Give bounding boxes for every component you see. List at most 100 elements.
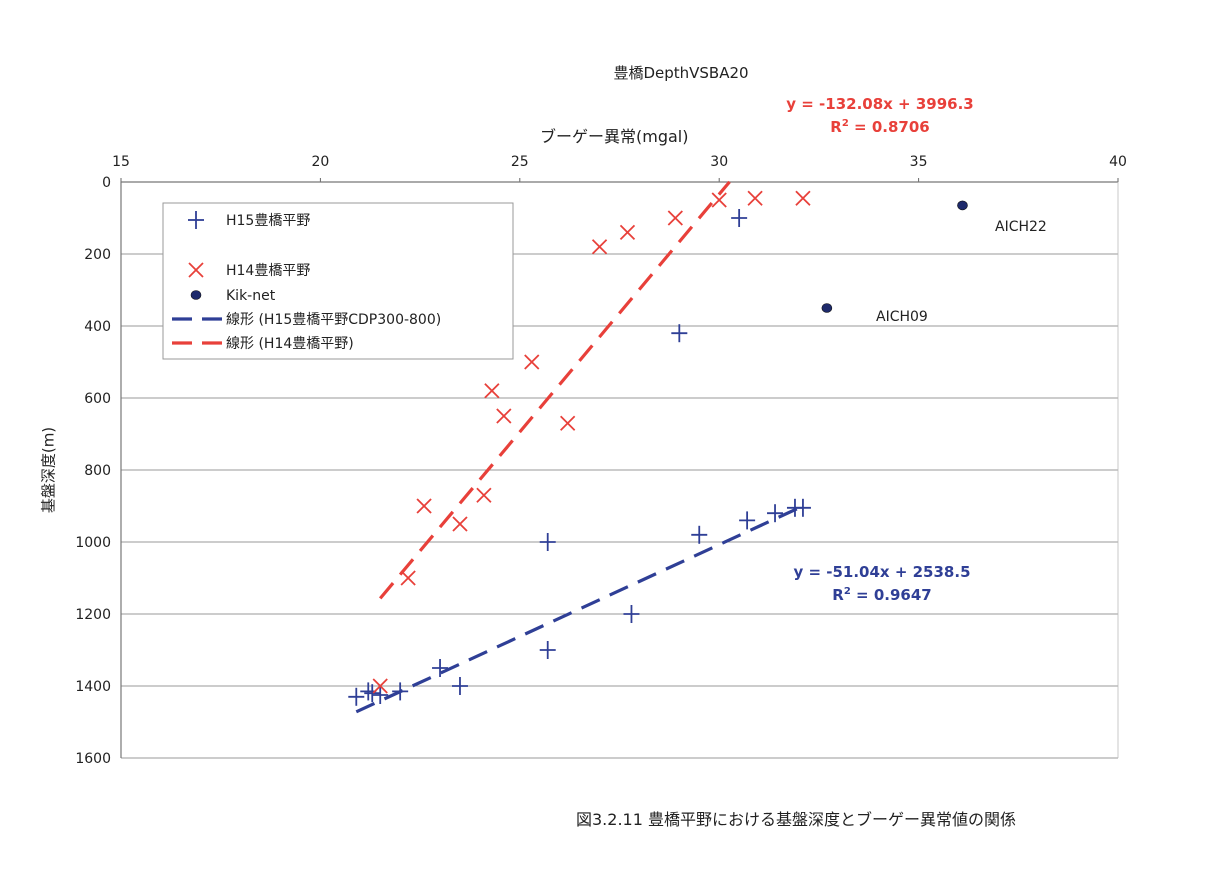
dot-marker bbox=[821, 303, 833, 313]
x-axis-label: ブーゲー異常(mgal) bbox=[540, 127, 689, 146]
x-marker bbox=[484, 383, 500, 399]
x-marker bbox=[400, 570, 416, 586]
plus-marker bbox=[671, 324, 688, 343]
tick-labels: 0 200 400 600 800 1000 1200 1400 1600 15 20 25 30 35 4… bbox=[75, 154, 1127, 767]
marker-stroke-b bbox=[524, 354, 540, 370]
trendline bbox=[378, 180, 731, 600]
chart-title: 豊橋DepthVSBA20 bbox=[613, 64, 749, 82]
legend: H15豊橋平野 H14豊橋平野 Kik-net 線形 (H15豊橋平野CDP300-8… bbox=[162, 202, 514, 360]
plus-marker bbox=[364, 684, 381, 703]
marker-stroke-b bbox=[667, 210, 683, 226]
equation-red: y = -132.08x + 3996.3 R2 = 0.8706 bbox=[780, 94, 980, 137]
marker-stroke-b bbox=[400, 570, 416, 586]
equation-red-line: y = -132.08x + 3996.3 bbox=[786, 95, 974, 113]
legend-item: Kik-net bbox=[190, 288, 276, 304]
legend-label: H14豊橋平野 bbox=[226, 263, 310, 279]
figure-caption: 図3.2.11 豊橋平野における基盤深度とブーゲー異常値の関係 bbox=[576, 810, 1016, 829]
plus-marker bbox=[739, 511, 756, 530]
plus-marker bbox=[539, 641, 556, 659]
equation-blue: y = -51.04x + 2538.5 R2 = 0.9647 bbox=[782, 562, 982, 605]
r2-symbol: R bbox=[830, 118, 842, 136]
plus-marker bbox=[372, 686, 389, 704]
y-tick-label: 1000 bbox=[75, 535, 111, 551]
legend-box bbox=[162, 202, 514, 360]
y-tick-label: 0 bbox=[102, 175, 111, 191]
x-marker bbox=[795, 190, 811, 206]
plus-marker bbox=[392, 682, 409, 701]
x-tick-label: 40 bbox=[1109, 154, 1127, 170]
plus-marker bbox=[348, 687, 365, 706]
y-tick-label: 800 bbox=[84, 463, 111, 479]
plus-marker bbox=[794, 498, 811, 517]
dot-marker bbox=[957, 200, 968, 211]
x-marker bbox=[667, 210, 683, 226]
marker-stroke-b bbox=[795, 190, 811, 206]
x-marker bbox=[496, 408, 512, 424]
y-tick-label: 1400 bbox=[75, 679, 111, 695]
trendlines bbox=[355, 180, 800, 714]
marker-stroke-b bbox=[747, 190, 763, 206]
y-tick-label: 400 bbox=[84, 319, 111, 335]
legend-item: 線形 (H14豊橋平野) bbox=[172, 336, 354, 352]
r2-value: = 0.9647 bbox=[850, 586, 932, 604]
x-tick-label: 25 bbox=[511, 154, 529, 170]
x-marker bbox=[711, 192, 727, 208]
y-tick-label: 200 bbox=[84, 247, 111, 263]
station-label-aich09: AICH09 bbox=[876, 309, 928, 325]
x-marker bbox=[619, 224, 636, 241]
x-marker bbox=[416, 498, 432, 514]
plus-marker bbox=[623, 605, 640, 623]
legend-label: 線形 (H14豊橋平野) bbox=[226, 336, 354, 352]
y-tick-label: 1600 bbox=[75, 751, 111, 767]
r2-value: = 0.8706 bbox=[848, 118, 930, 136]
r2-superscript: 2 bbox=[841, 118, 849, 129]
marker-stroke-b bbox=[452, 516, 468, 532]
marker-stroke-b bbox=[372, 678, 388, 694]
plus-marker bbox=[539, 533, 556, 551]
x-tick-label: 15 bbox=[112, 154, 130, 170]
x-marker bbox=[524, 354, 540, 370]
x-marker bbox=[372, 678, 388, 694]
y-tick-label: 1200 bbox=[75, 607, 111, 623]
equation-blue-r2: R2 = 0.9647 bbox=[782, 582, 982, 605]
equation-blue-line: y = -51.04x + 2538.5 bbox=[793, 563, 971, 581]
marker-stroke-b bbox=[416, 498, 432, 514]
marker-stroke-b bbox=[484, 383, 500, 399]
legend-label: 線形 (H15豊橋平野CDP300-800) bbox=[226, 312, 441, 328]
plus-marker bbox=[767, 504, 784, 523]
legend-label: Kik-net bbox=[226, 288, 276, 304]
trendline bbox=[355, 506, 800, 714]
legend-item: H14豊橋平野 bbox=[188, 262, 310, 279]
dot-marker bbox=[190, 290, 202, 300]
plus-marker bbox=[188, 211, 204, 229]
x-marker bbox=[591, 239, 608, 255]
station-label-aich22: AICH22 bbox=[995, 219, 1047, 235]
plus-marker bbox=[691, 525, 708, 544]
axes bbox=[120, 178, 1119, 758]
marker-stroke-b bbox=[188, 262, 204, 278]
legend-label: H15豊橋平野 bbox=[226, 213, 310, 229]
x-marker bbox=[188, 262, 204, 278]
x-marker bbox=[560, 415, 576, 431]
marker-stroke-b bbox=[496, 408, 512, 424]
equation-red-r2: R2 = 0.8706 bbox=[780, 114, 980, 137]
plus-marker bbox=[432, 659, 449, 677]
marker-stroke-b bbox=[591, 239, 608, 255]
y-tick-label: 600 bbox=[84, 391, 111, 407]
x-marker bbox=[476, 487, 492, 503]
x-tick-label: 35 bbox=[910, 154, 928, 170]
x-tick-label: 30 bbox=[710, 154, 728, 170]
plus-marker bbox=[451, 677, 468, 695]
legend-item: 線形 (H15豊橋平野CDP300-800) bbox=[172, 312, 441, 328]
data-points bbox=[348, 190, 968, 706]
x-marker bbox=[747, 190, 763, 206]
y-axis-label: 基盤深度(m) bbox=[39, 426, 58, 514]
marker-stroke-b bbox=[560, 415, 576, 431]
marker-stroke-b bbox=[711, 192, 727, 208]
x-tick-label: 20 bbox=[311, 154, 329, 170]
x-marker bbox=[452, 516, 468, 532]
r2-superscript: 2 bbox=[843, 586, 851, 597]
r2-symbol: R bbox=[832, 586, 844, 604]
marker-stroke-b bbox=[619, 224, 636, 241]
